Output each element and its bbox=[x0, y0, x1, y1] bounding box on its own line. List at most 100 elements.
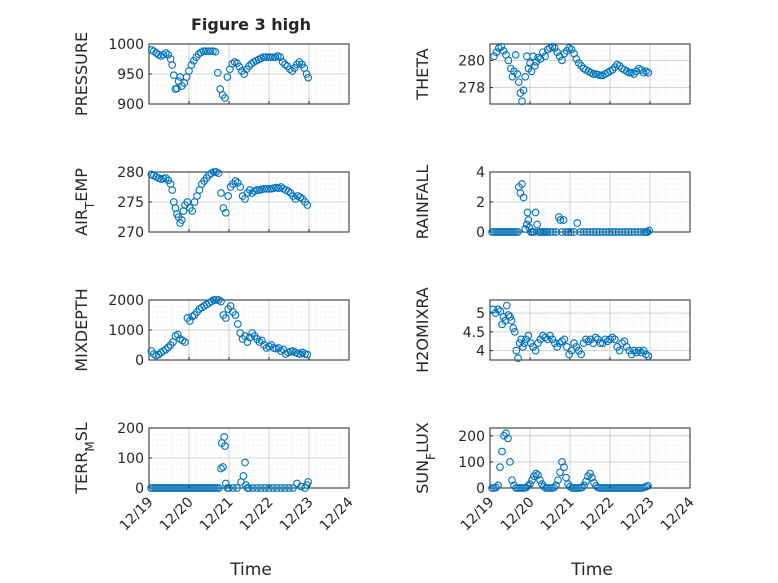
data-point bbox=[209, 484, 217, 492]
data-point bbox=[204, 47, 213, 56]
data-point bbox=[500, 228, 508, 236]
data-point bbox=[281, 484, 289, 492]
data-point bbox=[183, 484, 191, 492]
y-tick-label: 278 bbox=[458, 81, 485, 97]
data-point bbox=[181, 338, 189, 346]
panel-rainfall: 0 2 4 RAINFALL bbox=[413, 165, 691, 241]
data-point bbox=[239, 472, 248, 480]
data-point bbox=[510, 328, 519, 336]
figure-title: Figure 3 high bbox=[191, 15, 311, 34]
data-point bbox=[618, 339, 626, 347]
data-point bbox=[151, 484, 159, 492]
data-point bbox=[221, 94, 229, 102]
data-point bbox=[199, 484, 207, 492]
data-point bbox=[577, 350, 586, 359]
data-point bbox=[608, 333, 617, 342]
data-point bbox=[492, 228, 500, 236]
data-point bbox=[266, 53, 275, 62]
data-point bbox=[642, 350, 650, 359]
data-point bbox=[568, 484, 576, 492]
y-tick-label: 280 bbox=[458, 53, 485, 69]
data-point bbox=[518, 343, 527, 351]
data-point bbox=[639, 346, 648, 355]
data-point bbox=[488, 228, 496, 236]
y-tick-label: 2000 bbox=[108, 293, 144, 309]
data-point bbox=[161, 484, 169, 492]
data-point bbox=[185, 484, 193, 492]
data-point bbox=[229, 484, 237, 492]
data-point bbox=[519, 86, 528, 95]
data-point bbox=[187, 61, 196, 69]
data-point bbox=[606, 335, 614, 344]
data-point bbox=[175, 484, 183, 492]
data-point bbox=[285, 65, 294, 74]
data-point bbox=[189, 484, 197, 492]
y-axis-label: THETA bbox=[413, 48, 432, 100]
y-axis-label: TERRMSL bbox=[72, 422, 97, 495]
y-tick-label: 0 bbox=[476, 225, 485, 241]
data-point bbox=[533, 220, 542, 229]
data-point bbox=[173, 330, 182, 339]
data-point bbox=[219, 204, 228, 212]
data-point bbox=[165, 484, 173, 492]
data-point bbox=[164, 343, 173, 352]
data-point bbox=[304, 73, 313, 82]
y-tick-label: 950 bbox=[117, 67, 144, 83]
data-point bbox=[534, 471, 542, 479]
data-point bbox=[185, 317, 194, 325]
data-point bbox=[644, 68, 653, 77]
data-point bbox=[560, 463, 568, 471]
data-point bbox=[253, 484, 261, 492]
data-point bbox=[496, 228, 504, 236]
data-point bbox=[159, 484, 167, 492]
data-point bbox=[147, 484, 155, 492]
data-point bbox=[257, 336, 266, 345]
data-point bbox=[159, 50, 168, 59]
data-point bbox=[579, 339, 588, 347]
data-point bbox=[217, 464, 225, 473]
data-point bbox=[217, 297, 225, 306]
data-point bbox=[201, 484, 209, 492]
data-point bbox=[542, 484, 550, 492]
data-point bbox=[494, 481, 502, 490]
data-point bbox=[625, 68, 634, 77]
data-point bbox=[556, 216, 565, 224]
y-tick-label: 100 bbox=[458, 455, 485, 471]
data-point bbox=[588, 473, 596, 482]
data-point bbox=[562, 228, 570, 236]
y-axis-label: MIXDEPTH bbox=[72, 288, 91, 371]
data-point bbox=[552, 228, 561, 236]
data-point bbox=[223, 73, 232, 81]
data-point bbox=[260, 184, 269, 193]
data-point bbox=[541, 52, 550, 61]
data-point bbox=[211, 484, 219, 492]
data-point bbox=[209, 168, 218, 176]
data-point bbox=[541, 333, 550, 342]
data-point bbox=[496, 307, 505, 316]
data-point bbox=[243, 338, 252, 346]
data-point bbox=[643, 228, 652, 236]
data-point bbox=[510, 228, 518, 236]
data-point bbox=[614, 484, 622, 492]
data-point bbox=[550, 483, 558, 492]
data-point bbox=[594, 335, 602, 344]
data-point bbox=[212, 296, 221, 304]
data-point bbox=[573, 219, 582, 227]
y-tick-label: 4.5 bbox=[463, 325, 485, 341]
data-point bbox=[559, 216, 568, 224]
data-point bbox=[589, 70, 598, 78]
data-point bbox=[543, 335, 552, 344]
data-point bbox=[490, 228, 498, 236]
y-axis-label: RAINFALL bbox=[413, 165, 432, 240]
data-point bbox=[506, 458, 514, 466]
y-tick-label: 200 bbox=[117, 421, 144, 437]
data-point bbox=[596, 71, 605, 80]
data-point bbox=[201, 47, 210, 56]
data-point bbox=[530, 61, 539, 70]
data-point bbox=[303, 201, 312, 209]
data-point bbox=[506, 313, 514, 321]
data-point bbox=[582, 477, 590, 486]
data-point bbox=[524, 331, 533, 340]
data-point bbox=[285, 484, 293, 492]
data-point bbox=[616, 484, 624, 492]
